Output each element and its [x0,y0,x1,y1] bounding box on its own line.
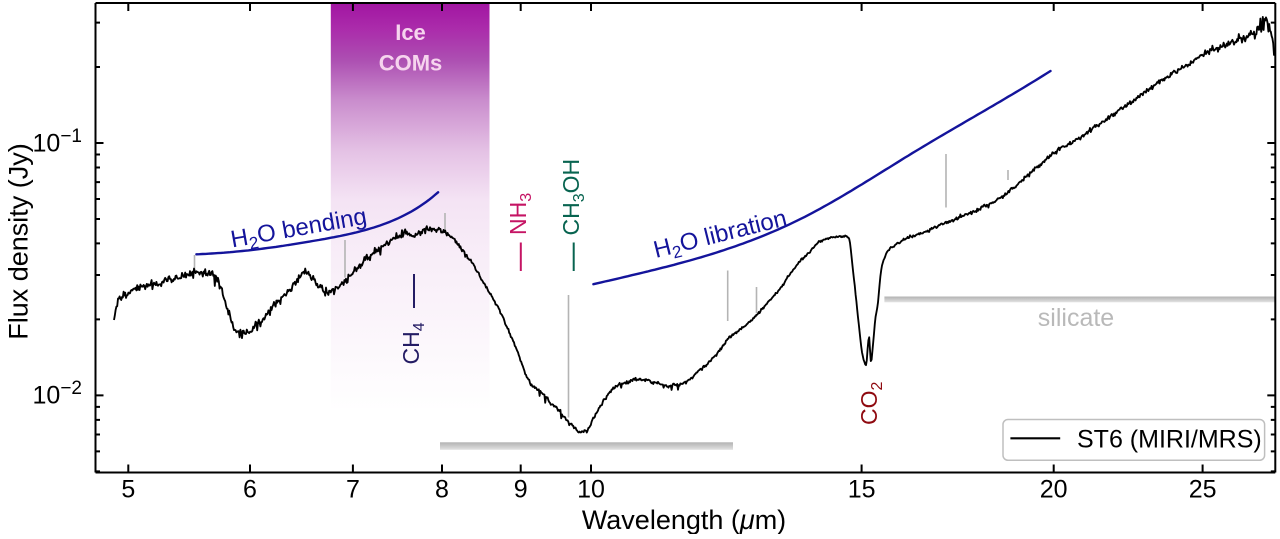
svg-text:7: 7 [346,476,360,504]
svg-text:Wavelength (μm): Wavelength (μm) [582,505,786,534]
svg-text:ST6 (MIRI/MRS): ST6 (MIRI/MRS) [1077,426,1262,454]
svg-text:8: 8 [435,476,449,504]
svg-text:Flux density (Jy): Flux density (Jy) [4,143,34,340]
svg-text:5: 5 [121,476,135,504]
svg-text:10: 10 [577,476,605,504]
svg-text:6: 6 [243,476,257,504]
svg-text:silicate: silicate [1038,304,1114,332]
svg-text:9: 9 [514,476,528,504]
svg-text:COMs: COMs [379,51,443,76]
svg-text:25: 25 [1189,476,1217,504]
svg-text:Ice: Ice [395,20,426,45]
svg-text:20: 20 [1040,476,1068,504]
svg-text:15: 15 [848,476,876,504]
